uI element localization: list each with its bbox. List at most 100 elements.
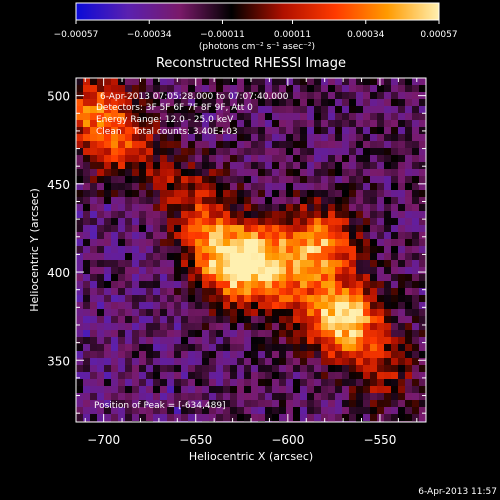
heatmap-cell <box>97 337 105 345</box>
heatmap-cell <box>412 225 420 233</box>
heatmap-cell <box>314 281 322 289</box>
heatmap-cell <box>181 407 189 415</box>
heatmap-cell <box>118 267 126 275</box>
heatmap-cell <box>412 85 420 93</box>
heatmap-cell <box>188 225 196 233</box>
heatmap-cell <box>111 393 119 401</box>
heatmap-cell <box>125 344 133 352</box>
heatmap-cell <box>391 246 399 254</box>
heatmap-cell <box>90 393 98 401</box>
heatmap-cell <box>398 232 406 240</box>
heatmap-cell <box>279 197 287 205</box>
heatmap-cell <box>230 351 238 359</box>
heatmap-cell <box>132 113 140 121</box>
heatmap-cell <box>300 78 308 86</box>
heatmap-cell <box>139 365 147 373</box>
heatmap-cell <box>97 365 105 373</box>
heatmap-cell <box>412 260 420 268</box>
heatmap-cell <box>104 99 112 107</box>
heatmap-cell <box>412 169 420 177</box>
heatmap-cell <box>391 365 399 373</box>
heatmap-cell <box>111 155 119 163</box>
heatmap-cell <box>412 344 420 352</box>
annotation-energy-range: Energy Range: 12.0 - 25.0 keV <box>96 115 234 125</box>
heatmap-cell <box>398 400 406 408</box>
heatmap-cell <box>146 288 154 296</box>
heatmap-cell <box>398 281 406 289</box>
heatmap-cell <box>181 323 189 331</box>
heatmap-cell <box>230 337 238 345</box>
heatmap-cell <box>342 365 350 373</box>
heatmap-cell <box>307 246 315 254</box>
heatmap-cell <box>258 169 266 177</box>
heatmap-cell <box>307 169 315 177</box>
heatmap-cell <box>321 344 329 352</box>
heatmap-cell <box>111 400 119 408</box>
heatmap-cell <box>412 330 420 338</box>
heatmap-cell <box>349 176 357 184</box>
heatmap-cell <box>349 134 357 142</box>
heatmap-cell <box>188 232 196 240</box>
heatmap-cell <box>314 120 322 128</box>
heatmap-cell <box>195 204 203 212</box>
heatmap-cell <box>146 330 154 338</box>
heatmap-cell <box>209 337 217 345</box>
heatmap-cell <box>216 190 224 198</box>
heatmap-cell <box>384 99 392 107</box>
heatmap-cell <box>195 190 203 198</box>
heatmap-cell <box>237 239 245 247</box>
heatmap-cell <box>335 246 343 254</box>
heatmap-cell <box>377 379 385 387</box>
heatmap-cell <box>83 379 91 387</box>
heatmap-cell <box>132 239 140 247</box>
heatmap-cell <box>412 253 420 261</box>
heatmap-cell <box>146 92 154 100</box>
heatmap-cell <box>97 239 105 247</box>
heatmap-cell <box>202 309 210 317</box>
heatmap-cell <box>90 253 98 261</box>
heatmap-cell <box>286 260 294 268</box>
heatmap-cell <box>342 218 350 226</box>
heatmap-cell <box>356 302 364 310</box>
heatmap-cell <box>132 281 140 289</box>
heatmap-cell <box>356 106 364 114</box>
heatmap-cell <box>335 330 343 338</box>
annotation-peak-position: Position of Peak = [-634,489] <box>94 401 226 411</box>
heatmap-cell <box>258 281 266 289</box>
heatmap-cell <box>370 85 378 93</box>
heatmap-cell <box>300 372 308 380</box>
heatmap-cell <box>160 127 168 135</box>
heatmap-cell <box>335 162 343 170</box>
heatmap-cell <box>104 134 112 142</box>
heatmap-cell <box>118 407 126 415</box>
heatmap-cell <box>307 239 315 247</box>
heatmap-cell <box>83 260 91 268</box>
heatmap-cell <box>363 323 371 331</box>
heatmap-cell <box>335 155 343 163</box>
heatmap-cell <box>244 78 252 86</box>
heatmap-cell <box>293 372 301 380</box>
heatmap-cell <box>286 400 294 408</box>
heatmap-cell <box>237 386 245 394</box>
heatmap-cell <box>307 400 315 408</box>
heatmap-cell <box>153 218 161 226</box>
heatmap-cell <box>188 288 196 296</box>
heatmap-cell <box>216 386 224 394</box>
heatmap-cell <box>258 330 266 338</box>
heatmap-cell <box>335 85 343 93</box>
heatmap-cell <box>265 155 273 163</box>
heatmap-cell <box>370 99 378 107</box>
heatmap-cell <box>377 295 385 303</box>
heatmap-cell <box>251 162 259 170</box>
heatmap-cell <box>328 211 336 219</box>
heatmap-cell <box>272 323 280 331</box>
heatmap-cell <box>265 99 273 107</box>
heatmap-cell <box>363 386 371 394</box>
heatmap-cell <box>83 218 91 226</box>
heatmap-cell <box>125 407 133 415</box>
heatmap-cell <box>195 239 203 247</box>
heatmap-cell <box>174 85 182 93</box>
heatmap-cell <box>76 358 84 366</box>
heatmap-cell <box>419 134 426 142</box>
heatmap-cell <box>132 183 140 191</box>
